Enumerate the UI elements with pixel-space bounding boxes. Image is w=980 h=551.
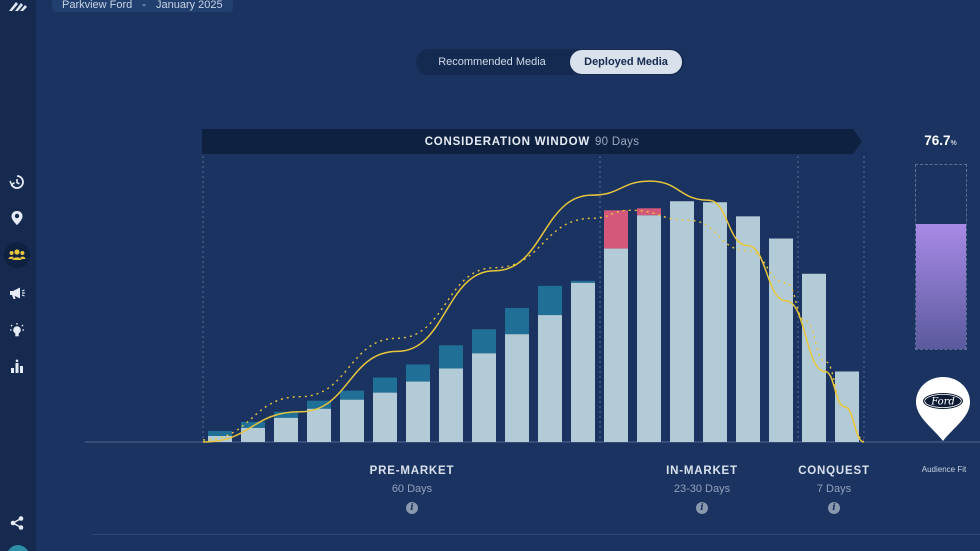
bar-overlay [208, 430, 232, 436]
bar [505, 334, 529, 442]
phase-pre-market: PRE-MARKET 60 Days i [342, 465, 482, 514]
bar-overlay [241, 421, 265, 428]
phase-days: 60 Days [391, 483, 433, 495]
bar [373, 392, 397, 442]
bar [241, 427, 265, 442]
bar-overlay [373, 377, 397, 393]
bar-overlay [274, 411, 298, 418]
audience-fit-meter-fill [916, 224, 966, 349]
bar-overlay [472, 329, 496, 354]
analytics-bars-icon[interactable] [4, 354, 30, 380]
breadcrumb: Parkview Ford - January 2025 [52, 0, 233, 12]
recommended-curve [202, 209, 865, 441]
bar-overlay [538, 285, 562, 316]
info-icon[interactable]: i [828, 502, 840, 514]
bar-overlay [505, 308, 529, 335]
bar [406, 381, 430, 442]
consideration-window-title: CONSIDERATION WINDOW [424, 135, 590, 148]
period-label[interactable]: January 2025 [155, 0, 223, 11]
ford-logo-text: Ford [930, 397, 955, 408]
bar [802, 273, 826, 442]
phase-name: CONQUEST [798, 465, 870, 477]
bar [208, 435, 232, 442]
audience-fit-label: Audience Fit [921, 465, 967, 474]
bar [571, 282, 595, 442]
audience-fit-number: 76.7 [924, 133, 951, 148]
consideration-window-banner: CONSIDERATION WINDOW 90 Days [202, 129, 862, 154]
bar-overlay [307, 400, 331, 409]
bar [604, 248, 628, 442]
consideration-window-days: 90 Days [594, 135, 640, 148]
phase-days: 7 Days [816, 483, 852, 495]
phase-name: IN-MARKET [666, 465, 738, 477]
bar [340, 399, 364, 442]
ford-logo-pin[interactable]: Ford [914, 375, 972, 443]
brand-logo-icon[interactable] [8, 0, 28, 12]
bar [769, 238, 793, 442]
deployed-media-tab[interactable]: Deployed Media [570, 50, 682, 74]
recommended-media-tab[interactable]: Recommended Media [438, 56, 546, 68]
bar [439, 368, 463, 442]
phase-in-market: IN-MARKET 23-30 Days i [632, 465, 772, 514]
ford-logo-icon [923, 393, 963, 409]
bar-overlay [571, 280, 595, 283]
bar [538, 315, 562, 442]
bar-overlay [340, 390, 364, 400]
window-guides [202, 156, 865, 442]
info-icon[interactable]: i [696, 502, 708, 514]
location-pin-icon[interactable] [4, 205, 30, 231]
section-divider [92, 534, 980, 535]
bar-overlay [406, 364, 430, 382]
audience-fit-value: 76.7% [913, 133, 968, 148]
audience-fit-meter [915, 164, 967, 350]
media-toggle: Recommended Media Deployed Media [416, 49, 684, 75]
phase-conquest: CONQUEST 7 Days i [764, 465, 904, 514]
bar-overlay [604, 210, 628, 249]
bar [472, 353, 496, 442]
history-icon[interactable] [4, 169, 30, 195]
banner-arrow-shape [202, 129, 862, 154]
bar [670, 201, 694, 442]
actual-curve [202, 180, 865, 443]
dealer-name[interactable]: Parkview Ford [62, 0, 133, 11]
phase-name: PRE-MARKET [369, 465, 455, 477]
share-icon[interactable] [4, 510, 30, 536]
sidebar [0, 0, 36, 551]
bar [274, 417, 298, 442]
bar-overlay [439, 345, 463, 369]
audience-group-icon[interactable] [4, 242, 30, 268]
bar-overlay [637, 208, 661, 216]
bar [637, 215, 661, 442]
info-icon[interactable]: i [406, 502, 418, 514]
audience-fit-unit: % [950, 140, 957, 147]
breadcrumb-separator: - [142, 0, 146, 11]
phase-days: 23-30 Days [673, 483, 731, 495]
bar [307, 408, 331, 442]
bar [703, 202, 727, 442]
lightbulb-icon[interactable] [4, 317, 30, 343]
avatar[interactable] [7, 545, 29, 551]
megaphone-icon[interactable] [4, 280, 30, 306]
